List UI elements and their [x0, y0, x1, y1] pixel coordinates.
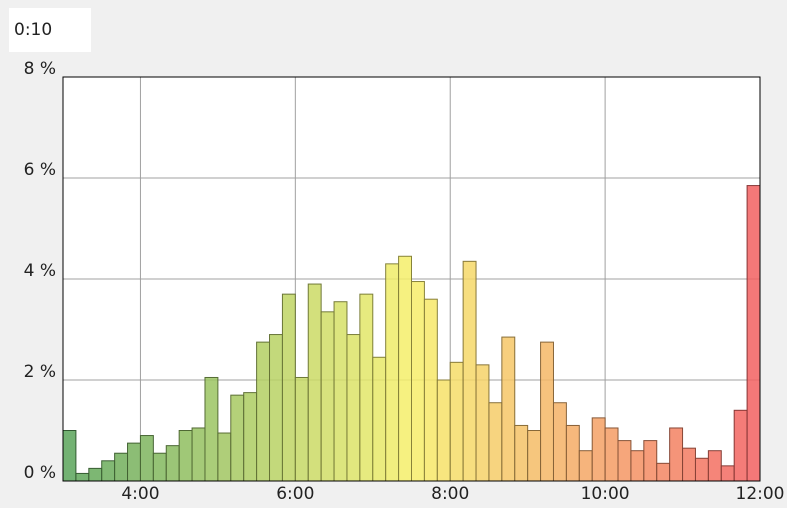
bar [346, 334, 361, 482]
x-tick-label: 8:00 [431, 484, 469, 504]
bar [436, 379, 451, 482]
y-tick-label: 8 % [24, 59, 56, 79]
bar [669, 427, 684, 482]
bar [178, 430, 193, 482]
bar [114, 452, 129, 482]
bar [656, 462, 671, 482]
bar [449, 361, 464, 482]
bar [230, 394, 245, 482]
bar [682, 447, 696, 482]
x-tick-label: 4:00 [121, 484, 159, 504]
bar [269, 334, 283, 482]
plot-border [62, 76, 761, 482]
bar [385, 263, 400, 482]
bar [746, 185, 761, 482]
bar [243, 392, 258, 482]
bar [604, 427, 619, 482]
bar [720, 465, 735, 482]
bar [101, 460, 116, 482]
bar [733, 409, 748, 482]
y-tick-label: 0 % [24, 463, 56, 483]
bar [565, 424, 580, 482]
bar [578, 450, 593, 482]
bar [152, 452, 167, 482]
bar [127, 442, 141, 482]
bar [591, 417, 606, 482]
bar [75, 472, 90, 482]
bin-width-label: 0:10 [14, 20, 52, 40]
bar [630, 450, 645, 482]
bar [139, 435, 154, 482]
bar [411, 281, 425, 482]
x-tick-label: 12:00 [736, 484, 785, 504]
x-tick-label: 10:00 [581, 484, 630, 504]
bar [552, 402, 567, 482]
bar [165, 445, 180, 482]
bar [462, 260, 477, 482]
bar [281, 293, 296, 482]
bar [256, 341, 271, 482]
bar [320, 311, 335, 482]
bar [217, 432, 232, 482]
bar [88, 467, 103, 482]
bar [514, 424, 529, 482]
bar [372, 356, 387, 482]
x-tick-label: 6:00 [276, 484, 314, 504]
bar [359, 293, 374, 482]
bin-width-box [9, 8, 91, 52]
bar [488, 402, 503, 482]
bar [398, 255, 412, 482]
bar [191, 427, 206, 482]
bar [294, 376, 309, 482]
bar [694, 457, 709, 482]
bar [643, 440, 658, 482]
bar [307, 283, 322, 482]
bar [204, 376, 219, 482]
y-tick-label: 4 % [24, 261, 56, 281]
y-tick-label: 6 % [24, 160, 56, 180]
bar [540, 341, 554, 482]
bar [333, 301, 348, 482]
bar [62, 430, 77, 482]
bar [423, 298, 438, 482]
bar [617, 440, 632, 482]
bar [707, 450, 722, 482]
bar [475, 364, 490, 482]
bar [501, 336, 516, 482]
bar [527, 430, 542, 482]
y-tick-label: 2 % [24, 362, 56, 382]
